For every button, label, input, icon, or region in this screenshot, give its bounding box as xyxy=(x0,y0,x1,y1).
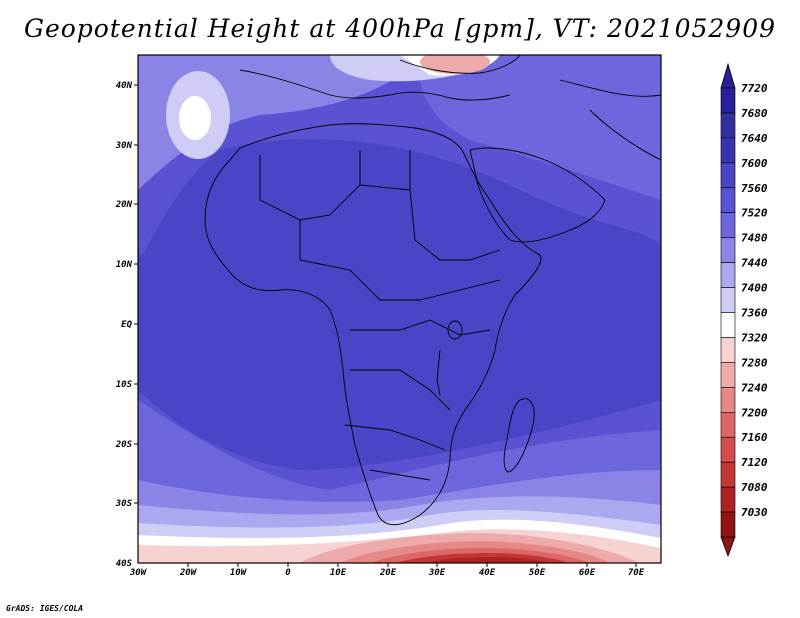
black-sea-coastline xyxy=(399,55,521,74)
lake-tanganyika xyxy=(436,349,441,396)
border-sahara-west xyxy=(259,150,361,221)
colorbar-cell xyxy=(720,212,736,238)
coastlines xyxy=(204,55,661,526)
lat-label: 20S xyxy=(115,440,133,450)
lon-label: 60E xyxy=(579,568,596,578)
mediterranean-coastline xyxy=(239,69,511,101)
colorbar-label: 7480 xyxy=(741,232,768,245)
colorbar-cell xyxy=(720,112,736,139)
colorbar-cell xyxy=(720,511,736,538)
colorbar-label: 7440 xyxy=(741,257,768,270)
colorbar-label: 7600 xyxy=(741,157,768,170)
height-field xyxy=(138,55,661,563)
lat-label: 30S xyxy=(115,499,133,509)
colorbar-cell xyxy=(720,387,736,413)
colorbar-label: 7200 xyxy=(741,406,768,419)
colorbar-cell xyxy=(720,486,736,513)
lat-label: 30N xyxy=(115,141,133,151)
colorbar-cell xyxy=(720,162,736,189)
lon-label: 50E xyxy=(529,568,546,578)
arabia-coastline xyxy=(469,147,606,243)
lat-label: 10S xyxy=(116,380,133,390)
colorbar-cell xyxy=(720,87,736,114)
lon-label: 70E xyxy=(628,568,645,578)
colorbar-cell xyxy=(720,187,736,214)
colorbar-cell xyxy=(720,436,736,463)
lon-label: 0 xyxy=(285,568,291,578)
colorbar-cell xyxy=(720,262,736,288)
colorbar-label: 7640 xyxy=(741,132,768,145)
colorbar-label: 7320 xyxy=(741,331,768,344)
lon-label: 10E xyxy=(330,568,347,578)
lon-label: 30E xyxy=(428,568,446,578)
colorbar-label: 7360 xyxy=(741,307,768,320)
border-sahel xyxy=(299,220,501,301)
colorbar-cell xyxy=(720,411,736,438)
colorbar-label: 7520 xyxy=(741,207,768,220)
border-south-central xyxy=(350,369,451,411)
colorbar-label: 7680 xyxy=(741,107,768,120)
grads-credit: GrADS: IGES/COLA xyxy=(6,604,84,613)
africa-coastline xyxy=(204,123,542,526)
lat-label: 40N xyxy=(116,81,133,91)
colorbar-cell xyxy=(720,362,736,388)
border-south xyxy=(369,469,431,481)
field-tropical-band xyxy=(138,247,661,470)
field-south-band-11 xyxy=(425,557,550,563)
madagascar-coastline xyxy=(503,398,535,473)
colorbar-label: 7280 xyxy=(741,356,768,369)
border-southern xyxy=(344,424,446,451)
colorbar-bottom-arrow xyxy=(720,536,736,558)
lat-label: 10N xyxy=(116,260,133,270)
colorbar-label: 7030 xyxy=(741,506,768,519)
colorbar-top-arrow xyxy=(720,62,736,89)
asia-border-2 xyxy=(589,109,661,161)
lon-label: 10W xyxy=(230,568,248,578)
lake-victoria xyxy=(447,320,463,340)
lon-label: 20E xyxy=(379,568,397,578)
lat-label: EQ xyxy=(121,320,132,330)
colorbar-cell xyxy=(720,312,736,338)
field-northeast-light xyxy=(419,55,661,200)
lon-label: 20W xyxy=(179,568,198,578)
colorbar-cells xyxy=(720,87,736,538)
border-sudan xyxy=(409,189,501,261)
colorbar-cell xyxy=(720,287,736,313)
colorbar-label: 7240 xyxy=(741,381,768,394)
colorbar-cell xyxy=(720,461,736,488)
lat-label: 20N xyxy=(115,200,133,210)
field-north-deep xyxy=(138,139,661,270)
border-central xyxy=(350,319,491,336)
asia-border-1 xyxy=(559,79,661,97)
colorbar-label: 7160 xyxy=(741,431,768,444)
colorbar-label: 7720 xyxy=(741,82,768,95)
colorbar-cell xyxy=(720,337,736,363)
colorbar-labels: 7720 7680 7640 7600 7560 7520 7480 7440 7400 7360… xyxy=(741,82,768,519)
colorbar-label: 7080 xyxy=(741,481,768,494)
lat-label: 40S xyxy=(116,559,133,569)
colorbar-label: 7560 xyxy=(741,182,768,195)
colorbar-label: 7120 xyxy=(741,456,768,469)
colorbar-cell xyxy=(720,137,736,164)
field-atlantic-low-core xyxy=(179,96,211,140)
plot-frame xyxy=(137,54,662,564)
lon-label: 30W xyxy=(129,568,148,578)
field-black-sea-ridge xyxy=(420,55,490,74)
colorbar: 7720 7680 7640 7600 7560 7520 7480 7440 7400 7360… xyxy=(720,62,768,558)
lon-axis: 30W 20W 10W 0 10E 20E 30E 40E 50E 60E 70… xyxy=(129,563,645,578)
colorbar-label: 7400 xyxy=(741,282,768,295)
lon-label: 40E xyxy=(479,568,496,578)
map-title: Geopotential Height at 400hPa [gpm], VT:… xyxy=(23,14,777,43)
lat-axis: 40N 30N 20N 10N EQ 10S 20S 30S 40S xyxy=(115,81,138,569)
colorbar-cell xyxy=(720,237,736,263)
